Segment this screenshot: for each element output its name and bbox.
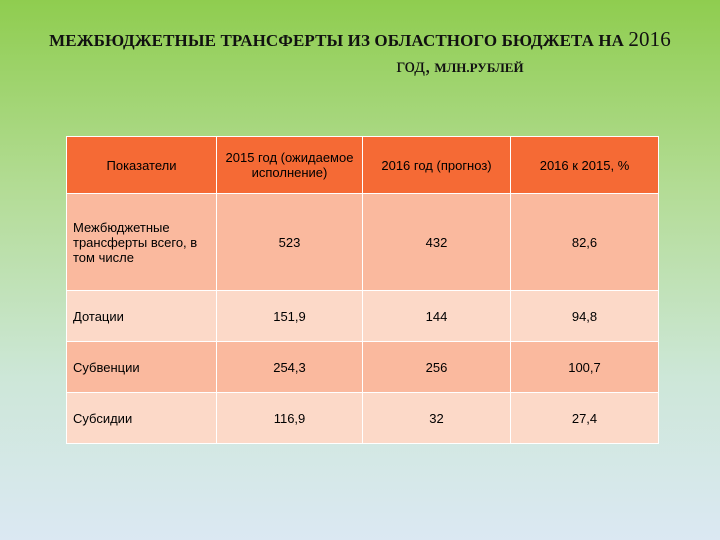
value-ratio: 27,4 (510, 392, 659, 444)
value-2015: 116,9 (216, 392, 363, 444)
table-row: Межбюджетные трансферты всего, в том чис… (66, 193, 659, 291)
row-label: Межбюджетные трансферты всего, в том чис… (66, 193, 217, 291)
header-indicators: Показатели (66, 136, 217, 194)
row-label: Субсидии (66, 392, 217, 444)
title-year: 2016 (628, 27, 671, 51)
title-line-1: МЕЖБЮДЖЕТНЫЕ ТРАНСФЕРТЫ ИЗ ОБЛАСТНОГО БЮ… (0, 26, 720, 52)
value-2015: 523 (216, 193, 363, 291)
table-header-row: Показатели 2015 год (ожидаемое исполнени… (66, 136, 659, 194)
value-ratio: 94,8 (510, 290, 659, 342)
value-ratio: 100,7 (510, 341, 659, 393)
title-text: МЕЖБЮДЖЕТНЫЕ ТРАНСФЕРТЫ ИЗ ОБЛАСТНОГО БЮ… (49, 31, 625, 50)
title-unit: МЛН.РУБЛЕЙ (434, 60, 524, 76)
value-2016: 256 (362, 341, 511, 393)
row-label: Дотации (66, 290, 217, 342)
header-2015: 2015 год (ожидаемое исполнение) (216, 136, 363, 194)
value-2016: 432 (362, 193, 511, 291)
header-ratio: 2016 к 2015, % (510, 136, 659, 194)
table-row: Субвенции 254,3 256 100,7 (66, 341, 659, 393)
page-title: МЕЖБЮДЖЕТНЫЕ ТРАНСФЕРТЫ ИЗ ОБЛАСТНОГО БЮ… (0, 26, 720, 79)
table-row: Дотации 151,9 144 94,8 (66, 290, 659, 342)
row-label: Субвенции (66, 341, 217, 393)
title-line-2: год, МЛН.РУБЛЕЙ (200, 52, 720, 78)
value-2016: 32 (362, 392, 511, 444)
header-2016: 2016 год (прогноз) (362, 136, 511, 194)
value-ratio: 82,6 (510, 193, 659, 291)
title-year-word: год, (396, 53, 431, 78)
table-row: Субсидии 116,9 32 27,4 (66, 392, 659, 444)
value-2016: 144 (362, 290, 511, 342)
value-2015: 151,9 (216, 290, 363, 342)
transfers-table: Показатели 2015 год (ожидаемое исполнени… (66, 136, 659, 444)
value-2015: 254,3 (216, 341, 363, 393)
